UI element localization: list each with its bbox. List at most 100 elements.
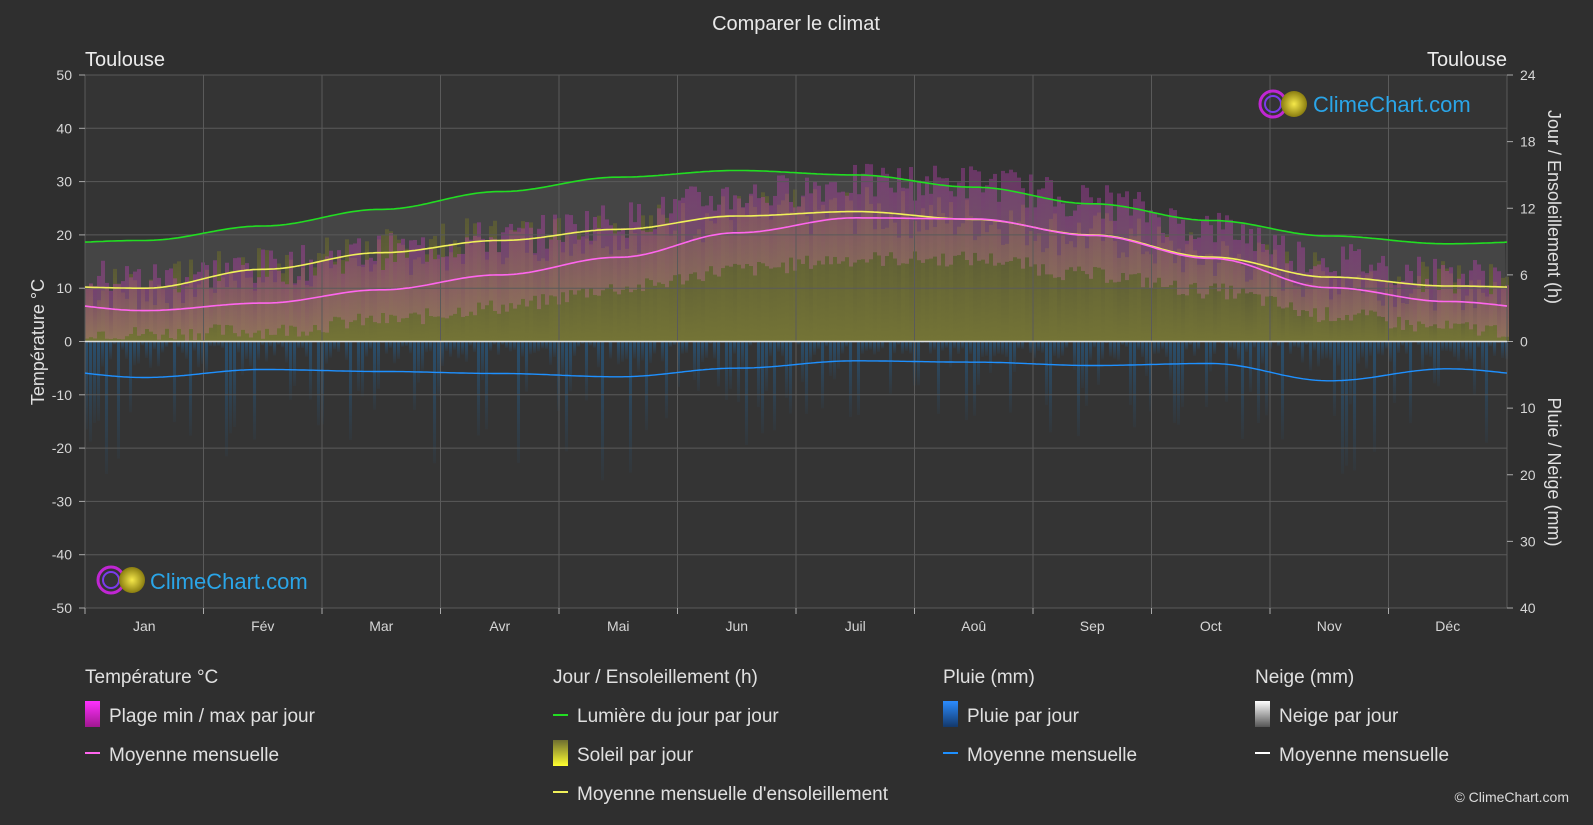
rain-bar xyxy=(1237,341,1240,360)
temp-range-bar xyxy=(205,265,209,334)
sunshine-bar xyxy=(1209,253,1213,342)
rain-bar xyxy=(357,341,360,392)
rain-bar xyxy=(1405,341,1408,354)
rain-bar xyxy=(737,341,740,403)
temp-range-bar xyxy=(709,195,713,267)
temp-range-bar xyxy=(1317,264,1321,322)
rain-bar xyxy=(625,341,628,360)
rain-bar xyxy=(993,341,996,357)
temp-range-bar xyxy=(873,196,877,253)
temp-range-bar xyxy=(169,268,173,339)
rain-bar xyxy=(553,341,556,358)
rain-bar xyxy=(1165,341,1168,358)
sunshine-bar xyxy=(797,206,801,342)
rain-bar xyxy=(1425,341,1428,356)
temp-range-bar xyxy=(793,207,797,271)
sunshine-bar xyxy=(1061,230,1065,342)
sunshine-bar xyxy=(1217,262,1221,342)
temp-range-bar xyxy=(1061,203,1065,281)
temp-range-bar xyxy=(641,230,645,292)
temp-range-bar xyxy=(1081,185,1085,271)
rain-bar xyxy=(533,341,536,353)
x-tick-label: Mai xyxy=(607,618,630,634)
sunshine-bar xyxy=(1009,210,1013,342)
rain-bar xyxy=(1121,341,1124,345)
temp-range-bar xyxy=(857,194,861,260)
watermark-bottom: ClimeChart.com xyxy=(96,565,308,595)
sunshine-bar xyxy=(617,250,621,342)
temp-range-bar xyxy=(377,235,381,324)
x-tick-label: Nov xyxy=(1317,618,1342,634)
temp-range-bar xyxy=(1233,239,1237,299)
temp-range-bar xyxy=(469,239,473,312)
rain-bar xyxy=(1333,341,1336,416)
temp-range-bar xyxy=(85,286,89,339)
rain-bar xyxy=(1001,341,1004,355)
sunshine-bar xyxy=(673,230,677,342)
sunshine-bar xyxy=(841,214,845,342)
temp-range-bar xyxy=(801,195,805,264)
rain-bar xyxy=(933,341,936,351)
rain-bar xyxy=(1477,341,1480,348)
rain-bar xyxy=(1481,341,1484,372)
temp-range-bar xyxy=(893,192,897,259)
temp-range-bar xyxy=(681,197,685,285)
rain-bar xyxy=(1297,341,1300,348)
temp-range-bar xyxy=(813,181,817,266)
temp-range-bar xyxy=(1005,173,1009,262)
temp-range-bar xyxy=(621,227,625,290)
rain-bar xyxy=(213,341,216,347)
temp-range-bar xyxy=(441,257,445,318)
legend-temp-mean: Moyenne mensuelle xyxy=(109,745,279,766)
rain-bar xyxy=(945,341,948,348)
rain-bar xyxy=(773,341,776,431)
temp-range-bar xyxy=(261,249,265,339)
x-tick-label: Mar xyxy=(369,618,393,634)
rain-bar xyxy=(1153,341,1156,355)
rain-bar xyxy=(1101,341,1104,360)
temp-range-bar xyxy=(1173,210,1177,281)
temp-range-bar xyxy=(333,264,337,317)
rain-bar xyxy=(97,341,100,421)
temp-range-bar xyxy=(1017,177,1021,259)
sunshine-bar xyxy=(569,255,573,342)
temp-range-bar xyxy=(341,273,345,320)
left-tick-label: -30 xyxy=(52,493,72,509)
watermark-text-top: ClimeChart.com xyxy=(1313,92,1471,117)
temp-range-bar xyxy=(961,167,965,252)
rain-bar xyxy=(769,341,772,357)
rain-bar xyxy=(1057,341,1060,359)
rain-bar xyxy=(865,341,868,351)
temp-range-bar xyxy=(1309,269,1313,317)
sunshine-bar xyxy=(1281,290,1285,342)
temp-range-bar xyxy=(349,244,353,322)
temp-range-bar xyxy=(1405,264,1409,321)
rain-bar xyxy=(1445,341,1448,352)
rain-bar xyxy=(145,341,148,359)
temp-range-bar xyxy=(785,178,789,274)
rain-bar xyxy=(561,341,564,377)
left-tick-label: 40 xyxy=(56,120,72,136)
rain-bar xyxy=(1497,341,1500,344)
sunshine-bar xyxy=(1005,243,1009,342)
temp-range-bar xyxy=(1065,216,1069,270)
rain-bar xyxy=(365,341,368,357)
temp-range-bar xyxy=(1297,241,1301,317)
sunshine-bar xyxy=(701,242,705,342)
sunshine-bar xyxy=(833,197,837,342)
temp-range-bar xyxy=(369,257,373,316)
temp-range-bar xyxy=(521,228,525,299)
rain-bar xyxy=(477,341,480,436)
temp-range-bar xyxy=(237,257,241,337)
rain-bar xyxy=(585,341,588,401)
sunshine-bar xyxy=(645,230,649,342)
temp-range-bar xyxy=(213,260,217,325)
temp-range-bar xyxy=(1305,272,1309,312)
temp-range-bar xyxy=(1445,270,1449,321)
sunshine-bar xyxy=(789,211,793,342)
rain-bar xyxy=(1293,341,1296,347)
sunshine-bar xyxy=(1073,247,1077,342)
temp-range-bar xyxy=(1273,234,1277,297)
sunshine-bar xyxy=(937,197,941,342)
rain-bar xyxy=(369,341,372,349)
